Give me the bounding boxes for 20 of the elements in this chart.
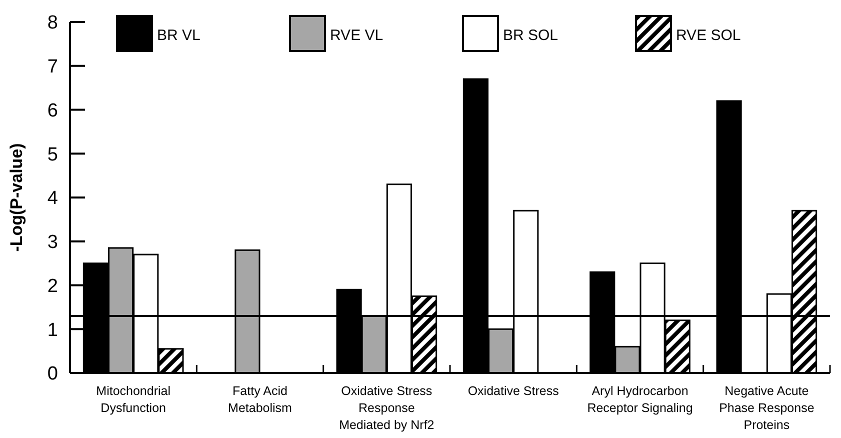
legend-label: RVE VL xyxy=(330,27,384,44)
x-tick-label: Negative Acute Phase Response Proteins xyxy=(719,384,814,432)
y-tick-label: 5 xyxy=(47,144,58,166)
legend-label: BR VL xyxy=(157,27,200,44)
y-tick-label: 3 xyxy=(47,232,58,254)
y-tick-label: 8 xyxy=(47,12,58,34)
y-tick-label: 0 xyxy=(47,364,58,385)
y-tick-label: 2 xyxy=(47,276,58,297)
x-tick-label: Aryl Hydrocarbon Receptor Signaling xyxy=(587,384,693,415)
y-tick-label: 1 xyxy=(47,320,58,341)
legend-label: BR SOL xyxy=(503,27,558,44)
x-tick-label: Oxidative Stress xyxy=(468,384,559,398)
y-tick-label: 6 xyxy=(47,100,58,122)
legend-label: RVE SOL xyxy=(676,27,741,44)
x-tick-label: Mitochondrial Dysfunction xyxy=(96,384,171,415)
y-tick-label: 7 xyxy=(47,56,58,78)
y-tick-label: 4 xyxy=(47,188,58,210)
x-tick-label: Oxidative Stress Response Mediated by Nrf2 xyxy=(339,384,434,432)
y-axis-title: -Log(P-value) xyxy=(7,143,26,252)
x-tick-label: Fatty Acid Metabolism xyxy=(228,384,292,415)
